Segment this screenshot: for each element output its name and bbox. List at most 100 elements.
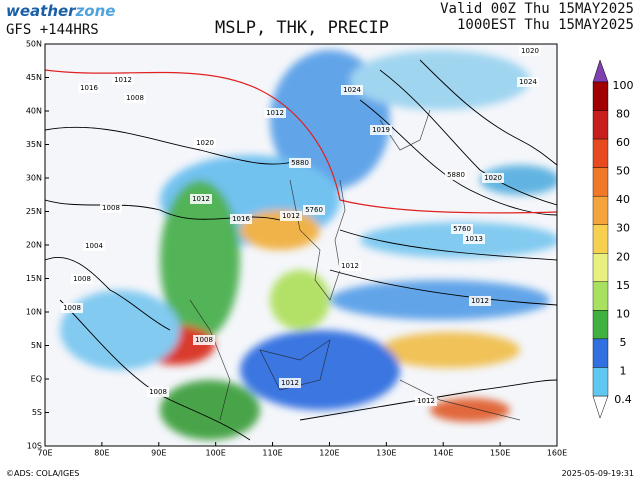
timestamp: 2025-05-09-19:31 xyxy=(562,469,634,478)
lon-label: 100E xyxy=(206,449,226,458)
isobar-label: 1008 xyxy=(73,275,91,283)
isobar-label: 1008 xyxy=(102,204,120,212)
isobar-label-bg xyxy=(482,173,504,183)
colorbar-label: 0.4 xyxy=(614,393,632,406)
colorbar-segment xyxy=(592,310,609,340)
isobar-label-bg xyxy=(147,387,169,397)
isobar-label-bg xyxy=(469,296,491,306)
isobar-label: 1008 xyxy=(126,94,144,102)
colorbar-label: 1 xyxy=(620,364,627,377)
isobar-label: 1019 xyxy=(372,126,390,134)
isobar-label: 1008 xyxy=(149,388,167,396)
isobar-label: 1012 xyxy=(417,397,435,405)
lon-label: 70E xyxy=(37,449,52,458)
isobar-label: 1012 xyxy=(341,262,359,270)
lat-label: 5S xyxy=(32,408,42,417)
colorbar-label: 40 xyxy=(616,193,630,206)
colorbar-segment xyxy=(592,81,609,111)
isobar-label: 1024 xyxy=(343,86,361,94)
map-area: 1012 1008 1016 1020 1024 1012 1008 1004 1008 1012… xyxy=(45,44,557,446)
colorbar-label: 30 xyxy=(616,222,630,235)
isobar-label-bg xyxy=(100,203,122,213)
isobar-label: 1020 xyxy=(196,139,214,147)
map-title: MSLP, THK, PRECIP xyxy=(215,18,389,38)
isobar-label: 1016 xyxy=(232,215,250,223)
isobar-label: 1012 xyxy=(282,212,300,220)
isobar-label-bg xyxy=(451,224,473,234)
logo: weatherzone xyxy=(6,2,115,20)
isobar-label-bg xyxy=(124,93,146,103)
isobar-label-bg xyxy=(71,274,93,284)
lat-label: 5N xyxy=(31,341,42,350)
isobar-label: 1008 xyxy=(63,304,81,312)
lon-label: 120E xyxy=(319,449,339,458)
colorbar-segment xyxy=(592,167,609,197)
isobar-label-bg xyxy=(341,85,363,95)
lon-label: 160E xyxy=(547,449,567,458)
lat-label: EQ xyxy=(31,375,42,384)
lat-label: 45N xyxy=(26,73,42,82)
isobar-label: 1008 xyxy=(195,336,213,344)
isobar-label-bg xyxy=(193,335,215,345)
isobar-label-bg xyxy=(445,170,467,180)
colorbar-segment xyxy=(592,367,609,397)
isobar-label-bg xyxy=(519,46,541,56)
isobar-label-bg xyxy=(190,194,212,204)
valid-time: Valid 00Z Thu 15MAY2025 xyxy=(440,1,634,17)
lat-label: 15N xyxy=(26,274,42,283)
isobar-label-bg xyxy=(280,211,302,221)
local-time: 1000EST Thu 15MAY2025 xyxy=(457,17,634,33)
isobar-label: 1016 xyxy=(80,84,98,92)
isobar-label: 5880 xyxy=(447,171,465,179)
colorbar-segment xyxy=(592,138,609,168)
isobar-label: 1012 xyxy=(266,109,284,117)
colorbar-label: 50 xyxy=(616,165,630,178)
lon-label: 90E xyxy=(151,449,166,458)
colorbar-label: 15 xyxy=(616,279,630,292)
isobar-label: 5760 xyxy=(305,206,323,214)
isobar-label: 1012 xyxy=(192,195,210,203)
isobar-label-bg xyxy=(78,83,100,93)
lon-label: 130E xyxy=(376,449,396,458)
isobar-label-bg xyxy=(289,158,311,168)
colorbar-label: 5 xyxy=(620,336,627,349)
lat-label: 25N xyxy=(26,207,42,216)
lon-label: 110E xyxy=(262,449,282,458)
lat-label: 50N xyxy=(26,40,42,49)
colorbar-label: 60 xyxy=(616,136,630,149)
colorbar-segment xyxy=(592,110,609,140)
lat-label: 30N xyxy=(26,174,42,183)
isobar-label: 1012 xyxy=(281,379,299,387)
colorbar-label: 80 xyxy=(616,108,630,121)
colorbar-label: 20 xyxy=(616,250,630,263)
isobar-label-bg xyxy=(370,125,392,135)
lon-label: 140E xyxy=(433,449,453,458)
isobar-label: 1020 xyxy=(484,174,502,182)
isobar-label-bg xyxy=(264,108,286,118)
lat-label: 10N xyxy=(26,308,42,317)
isobar-label: 1013 xyxy=(465,235,483,243)
colorbar-segment xyxy=(592,195,609,225)
lat-label: 20N xyxy=(26,241,42,250)
colorbar-segment xyxy=(592,338,609,368)
lat-label: 40N xyxy=(26,107,42,116)
isobar-label-bg xyxy=(83,241,105,251)
colorbar-segment xyxy=(592,281,609,311)
credit: ©ADS: COLA/IGES xyxy=(6,469,79,478)
isobar-label: 5760 xyxy=(453,225,471,233)
isobar-label-bg xyxy=(279,378,301,388)
isobar-label: 5880 xyxy=(291,159,309,167)
isobar-label-bg xyxy=(463,234,485,244)
lon-label: 150E xyxy=(490,449,510,458)
isobar-label: 1012 xyxy=(114,76,132,84)
lon-label: 80E xyxy=(94,449,109,458)
isobar-label-bg xyxy=(112,75,134,85)
isobar-label: 1024 xyxy=(519,78,537,86)
lat-label: 10S xyxy=(27,442,42,451)
isobar-label-bg xyxy=(61,303,83,313)
isobar-label: 1004 xyxy=(85,242,103,250)
colorbar-segment xyxy=(592,224,609,254)
isobar-label-bg xyxy=(517,77,539,87)
